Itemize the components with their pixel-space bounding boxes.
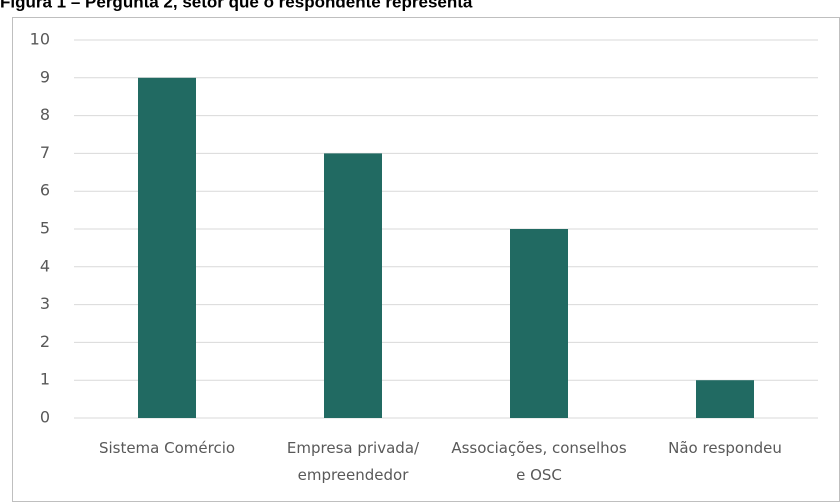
y-tick-label: 2 bbox=[40, 332, 50, 351]
bar bbox=[510, 229, 568, 418]
y-tick-label: 5 bbox=[40, 219, 50, 238]
bar bbox=[324, 153, 382, 418]
y-tick-label: 4 bbox=[40, 256, 50, 275]
y-tick-label: 1 bbox=[40, 370, 50, 389]
x-tick-label: Não respondeu bbox=[668, 439, 782, 457]
x-tick-label: Associações, conselhos e OSC bbox=[451, 439, 627, 484]
y-tick-label: 8 bbox=[40, 105, 50, 124]
chart-title: Figura 1 – Pergunta 2, setor que o respo… bbox=[0, 0, 473, 11]
y-tick-label: 3 bbox=[40, 294, 50, 313]
x-tick-label: Empresa privada/empreendedor bbox=[287, 439, 420, 484]
y-tick-label: 0 bbox=[40, 408, 50, 427]
y-tick-label: 10 bbox=[30, 30, 50, 49]
chart-frame bbox=[12, 17, 840, 502]
y-tick-label: 6 bbox=[40, 181, 50, 200]
y-tick-label: 9 bbox=[40, 67, 50, 86]
bar bbox=[696, 380, 754, 418]
y-tick-label: 7 bbox=[40, 143, 50, 162]
x-tick-label: Sistema Comércio bbox=[99, 439, 235, 457]
bar bbox=[138, 77, 196, 419]
